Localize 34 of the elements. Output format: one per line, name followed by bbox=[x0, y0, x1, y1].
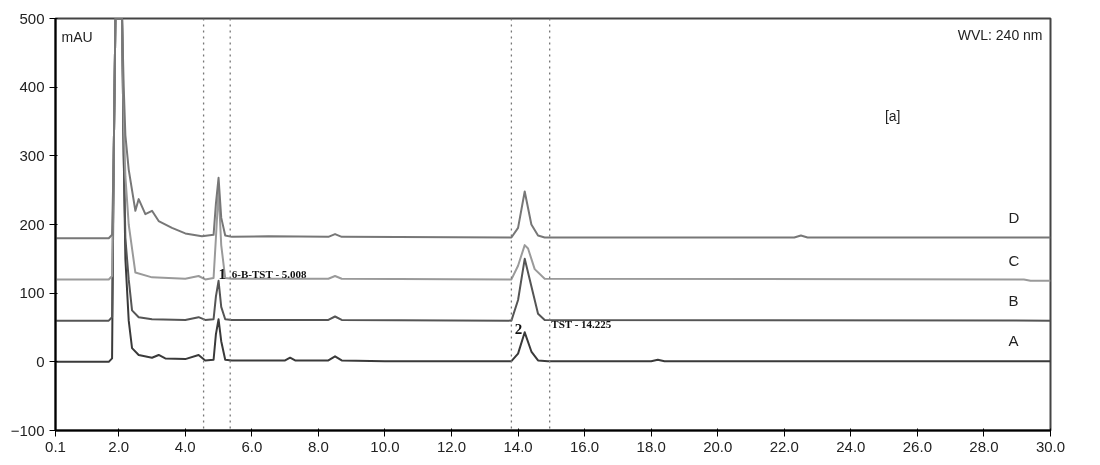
annotation: 1 bbox=[218, 265, 227, 282]
x-tick-label: 24.0 bbox=[836, 437, 866, 455]
x-tick-label: 2.0 bbox=[108, 437, 130, 455]
x-tick-label: 8.0 bbox=[307, 437, 329, 455]
y-axis-title: mAU bbox=[61, 28, 93, 45]
series-label: C bbox=[1008, 251, 1020, 269]
x-tick-label: 4.0 bbox=[174, 437, 196, 455]
x-tick-label: 28.0 bbox=[969, 437, 999, 455]
series-label: B bbox=[1008, 291, 1019, 309]
y-tick-label: 400 bbox=[19, 78, 45, 96]
y-tick-label: 300 bbox=[19, 146, 45, 164]
x-tick-label: 18.0 bbox=[636, 437, 666, 455]
annotation: 2 bbox=[514, 320, 523, 337]
y-tick-label: 500 bbox=[19, 9, 45, 27]
x-tick-label: 30.0 bbox=[1035, 437, 1066, 455]
x-tick-label: 26.0 bbox=[902, 437, 932, 455]
series-label: A bbox=[1008, 332, 1019, 350]
y-tick-label: 100 bbox=[19, 284, 45, 302]
annotation: 6-B-TST - 5.008 bbox=[231, 267, 308, 280]
annotation: [a] bbox=[884, 107, 901, 124]
y-tick-label: −100 bbox=[10, 421, 45, 439]
x-tick-label: 22.0 bbox=[769, 437, 799, 455]
y-tick-label: 0 bbox=[36, 352, 45, 370]
x-tick-label: 10.0 bbox=[370, 437, 400, 455]
annotation: WVL: 240 nm bbox=[957, 26, 1043, 43]
series-label: D bbox=[1008, 208, 1020, 226]
annotation: TST - 14.225 bbox=[551, 318, 612, 331]
x-tick-label: 14.0 bbox=[503, 437, 533, 455]
y-tick-label: 200 bbox=[19, 215, 45, 233]
x-tick-label: 12.0 bbox=[436, 437, 467, 455]
x-tick-label: 6.0 bbox=[241, 437, 263, 455]
x-tick-label: 16.0 bbox=[570, 437, 600, 455]
x-tick-label: 20.0 bbox=[703, 437, 733, 455]
x-tick-label: 0.1 bbox=[45, 437, 66, 455]
